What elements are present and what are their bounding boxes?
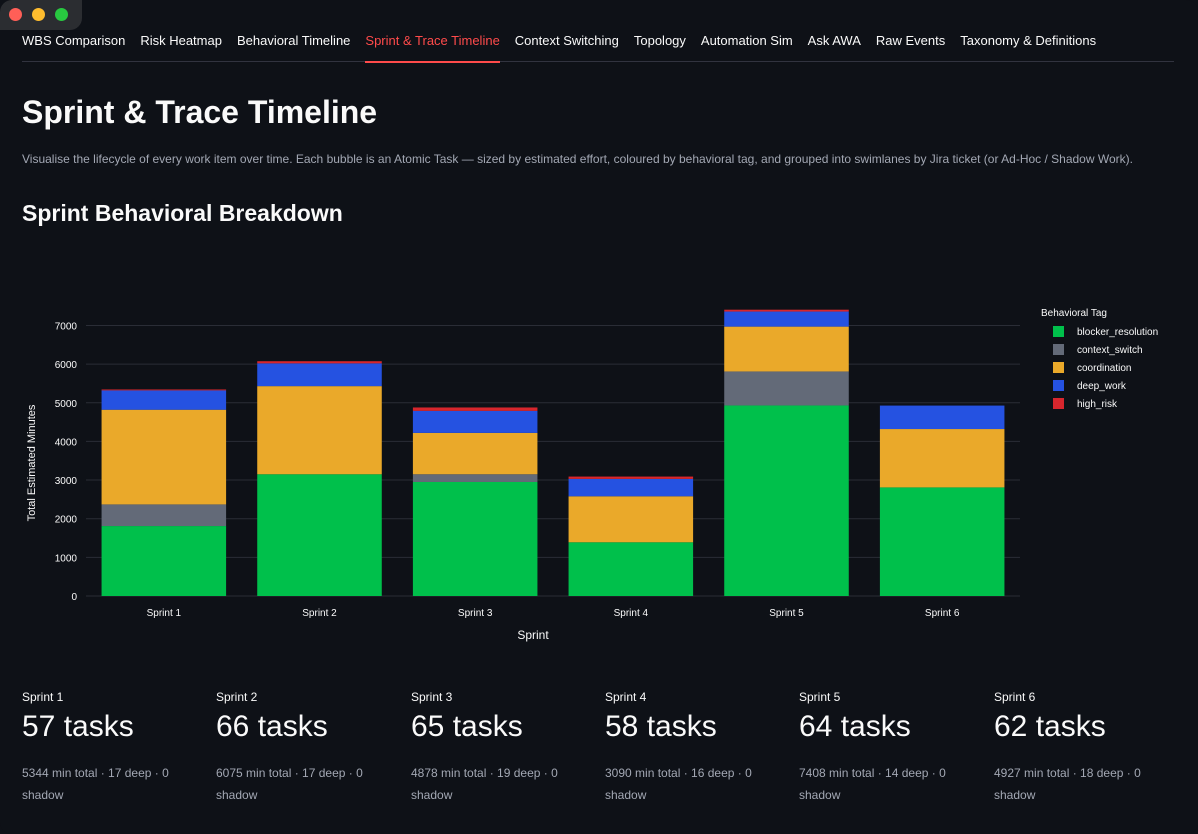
metric-detail: 3090 min total · 16 deep · 0 shadow bbox=[605, 766, 752, 802]
metric-value: 62 tasks bbox=[994, 710, 1106, 743]
x-tick-label: Sprint 2 bbox=[302, 608, 337, 619]
metric-label: Sprint 2 bbox=[216, 690, 258, 704]
metric-value: 66 tasks bbox=[216, 710, 328, 743]
metric-label: Sprint 4 bbox=[605, 690, 647, 704]
sprint-behavioral-chart: 0 1000 2000 3000 4000 5000 6000 7000 Sprint 1 Spr… bbox=[26, 308, 1158, 642]
tab-taxonomy-definitions[interactable]: Taxonomy & Definitions bbox=[960, 33, 1097, 48]
bar-deep-work-5 bbox=[724, 311, 849, 327]
page-description: Visualise the lifecycle of every work it… bbox=[22, 152, 1133, 166]
sprint-metric: Sprint 2 66 tasks 6075 min total · 17 deep… bbox=[216, 690, 396, 806]
bar-blocker-resolution-6 bbox=[879, 487, 1005, 596]
sprint-metric: Sprint 5 64 tasks 7408 min total · 14 deep… bbox=[799, 690, 979, 806]
bar-high-risk-3 bbox=[412, 407, 538, 411]
legend-label: blocker_resolution bbox=[1077, 327, 1158, 338]
legend-label: coordination bbox=[1077, 363, 1131, 374]
x-tick-label: Sprint 4 bbox=[614, 608, 649, 619]
sprint-metric: Sprint 4 58 tasks 3090 min total · 16 deep… bbox=[605, 690, 785, 806]
sprint-metric: Sprint 6 62 tasks 4927 min total · 18 deep… bbox=[994, 690, 1174, 806]
bar-coordination-6 bbox=[879, 429, 1005, 488]
x-tick-label: Sprint 5 bbox=[769, 608, 804, 619]
bar-context-switch-5 bbox=[724, 371, 849, 406]
tab-behavioral-timeline[interactable]: Behavioral Timeline bbox=[236, 33, 351, 48]
bar-context-switch-3 bbox=[412, 474, 538, 482]
x-tick-label: Sprint 1 bbox=[147, 608, 182, 619]
tab-automation-sim[interactable]: Automation Sim bbox=[700, 33, 793, 48]
window-controls bbox=[0, 0, 82, 30]
bar-deep-work-2 bbox=[257, 363, 382, 387]
metric-label: Sprint 3 bbox=[411, 690, 453, 704]
bar-high-risk-1 bbox=[101, 389, 227, 391]
sprint-metric: Sprint 1 57 tasks 5344 min total · 17 deep… bbox=[22, 690, 202, 806]
tab-bar: WBS Comparison Risk Heatmap Behavioral Tim… bbox=[22, 28, 1174, 63]
close-window-button[interactable] bbox=[9, 8, 22, 21]
bar-coordination-5 bbox=[724, 326, 849, 372]
y-tick-label: 6000 bbox=[55, 360, 78, 371]
bar-coordination-4 bbox=[568, 496, 694, 543]
bar-coordination-2 bbox=[257, 386, 382, 475]
legend-title: Behavioral Tag bbox=[1041, 308, 1107, 319]
y-tick-label: 7000 bbox=[55, 321, 78, 332]
bar-coordination-3 bbox=[412, 432, 538, 475]
y-axis-label: Total Estimated Minutes bbox=[26, 404, 38, 521]
metric-value: 65 tasks bbox=[411, 710, 523, 743]
page-title: Sprint & Trace Timeline bbox=[22, 94, 378, 130]
tab-context-switching[interactable]: Context Switching bbox=[514, 33, 619, 48]
bar-blocker-resolution-3 bbox=[412, 481, 538, 596]
x-tick-label: Sprint 3 bbox=[458, 608, 493, 619]
metric-label: Sprint 6 bbox=[994, 690, 1036, 704]
legend-swatch-coordination bbox=[1053, 362, 1064, 373]
bar-high-risk-4 bbox=[568, 476, 694, 479]
sprint-metric: Sprint 3 65 tasks 4878 min total · 19 deep… bbox=[411, 690, 591, 806]
legend-swatch-deep-work bbox=[1053, 380, 1064, 391]
legend-swatch-context-switch bbox=[1053, 344, 1064, 355]
tab-sprint-trace-timeline[interactable]: Sprint & Trace Timeline bbox=[365, 28, 501, 63]
bar-deep-work-3 bbox=[412, 410, 538, 433]
legend-label: deep_work bbox=[1077, 381, 1127, 392]
metric-value: 57 tasks bbox=[22, 710, 134, 743]
x-axis-label: Sprint bbox=[517, 628, 549, 642]
tab-topology[interactable]: Topology bbox=[633, 33, 686, 48]
legend-swatch-high-risk bbox=[1053, 398, 1064, 409]
metric-detail: 4927 min total · 18 deep · 0 shadow bbox=[994, 766, 1141, 802]
y-tick-label: 1000 bbox=[55, 553, 78, 564]
bar-blocker-resolution-1 bbox=[101, 526, 227, 596]
bar-high-risk-5 bbox=[724, 309, 849, 312]
bar-coordination-1 bbox=[101, 409, 227, 505]
bar-deep-work-6 bbox=[879, 405, 1005, 430]
tab-raw-events[interactable]: Raw Events bbox=[875, 33, 946, 48]
bar-deep-work-1 bbox=[101, 390, 227, 410]
y-tick-label: 2000 bbox=[55, 515, 78, 526]
metric-label: Sprint 1 bbox=[22, 690, 64, 704]
y-tick-label: 3000 bbox=[55, 476, 78, 487]
metric-value: 58 tasks bbox=[605, 710, 717, 743]
minimize-window-button[interactable] bbox=[32, 8, 45, 21]
legend-label: context_switch bbox=[1077, 345, 1143, 356]
tab-wbs-comparison[interactable]: WBS Comparison bbox=[22, 33, 126, 48]
y-tick-label: 5000 bbox=[55, 399, 78, 410]
bar-deep-work-4 bbox=[568, 478, 694, 497]
bar-context-switch-1 bbox=[101, 504, 227, 527]
legend-label: high_risk bbox=[1077, 399, 1118, 410]
bar-high-risk-2 bbox=[257, 361, 382, 364]
metric-detail: 7408 min total · 14 deep · 0 shadow bbox=[799, 766, 946, 802]
bar-blocker-resolution-4 bbox=[568, 542, 694, 596]
metric-label: Sprint 5 bbox=[799, 690, 841, 704]
metric-detail: 6075 min total · 17 deep · 0 shadow bbox=[216, 766, 363, 802]
section-title: Sprint Behavioral Breakdown bbox=[22, 200, 343, 226]
legend-swatch-blocker-resolution bbox=[1053, 326, 1064, 337]
metric-detail: 5344 min total · 17 deep · 0 shadow bbox=[22, 766, 169, 802]
x-tick-label: Sprint 6 bbox=[925, 608, 960, 619]
tab-ask-awa[interactable]: Ask AWA bbox=[807, 33, 861, 48]
bar-blocker-resolution-5 bbox=[724, 405, 849, 596]
metric-detail: 4878 min total · 19 deep · 0 shadow bbox=[411, 766, 558, 802]
bar-blocker-resolution-2 bbox=[257, 474, 382, 596]
metric-value: 64 tasks bbox=[799, 710, 911, 743]
tab-risk-heatmap[interactable]: Risk Heatmap bbox=[140, 33, 222, 48]
y-tick-label: 4000 bbox=[55, 437, 78, 448]
maximize-window-button[interactable] bbox=[55, 8, 68, 21]
y-tick-label: 0 bbox=[71, 592, 77, 603]
